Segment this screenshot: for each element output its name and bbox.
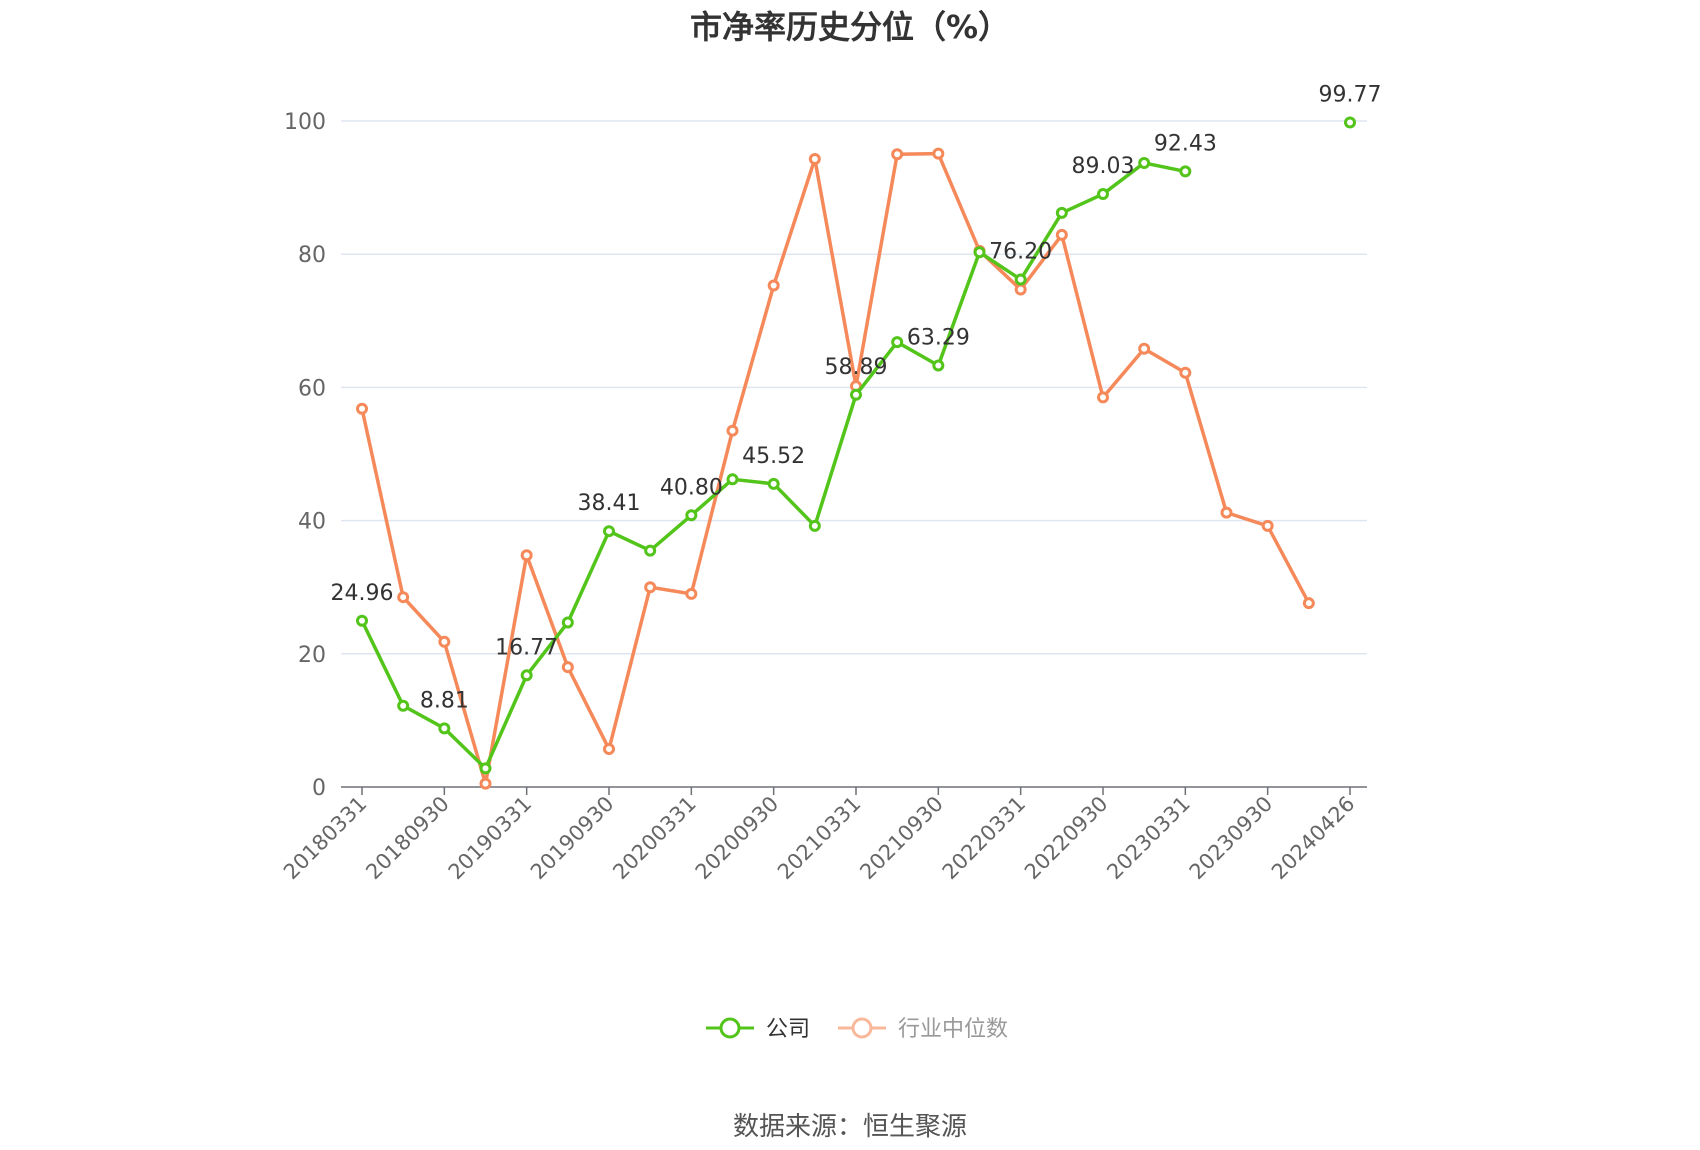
data-label: 89.03	[1072, 154, 1135, 179]
data-label: 16.77	[495, 635, 558, 660]
data-label: 99.77	[1319, 83, 1382, 108]
x-tick-label: 20230331	[1102, 792, 1195, 885]
data-point	[397, 699, 410, 712]
series-0	[356, 116, 1356, 775]
data-point	[438, 635, 451, 648]
x-tick-label: 20230930	[1185, 792, 1278, 885]
x-tick-label: 20210331	[773, 792, 866, 885]
y-tick-label: 100	[284, 110, 326, 135]
x-tick-label: 20200331	[608, 792, 701, 885]
legend-label: 公司	[766, 1017, 810, 1042]
data-point	[891, 336, 904, 349]
chart-title: 市净率历史分位（%）	[690, 8, 1010, 46]
data-point	[932, 359, 945, 372]
data-point	[479, 777, 492, 790]
data-point	[1344, 116, 1356, 129]
data-point	[561, 661, 574, 674]
x-tick-label: 20190930	[526, 792, 619, 885]
legend-item-0[interactable]: 公司	[706, 1017, 810, 1042]
x-tick-label: 20190331	[444, 792, 537, 885]
data-point	[1055, 206, 1068, 219]
data-point	[808, 152, 821, 165]
data-point	[767, 279, 780, 292]
data-point	[1014, 273, 1027, 286]
x-tick-label: 20220930	[1020, 792, 1113, 885]
data-point	[356, 614, 368, 627]
y-tick-label: 80	[298, 243, 326, 268]
data-label: 24.96	[331, 581, 394, 606]
data-source: 数据来源：恒生聚源	[733, 1112, 967, 1142]
data-point	[603, 743, 615, 756]
x-axis: 2018033120180930201903312019093020200331…	[279, 786, 1367, 885]
data-point	[726, 424, 739, 437]
data-point	[520, 549, 533, 562]
data-point	[1014, 283, 1027, 296]
y-tick-label: 40	[298, 510, 326, 535]
data-point	[973, 246, 986, 259]
data-point	[685, 509, 698, 522]
series-1	[356, 147, 1315, 790]
data-label: 92.43	[1154, 131, 1217, 156]
data-point	[850, 388, 862, 401]
data-point	[767, 477, 780, 490]
data-point	[808, 519, 821, 532]
data-label: 40.80	[660, 475, 723, 500]
data-point	[1055, 228, 1068, 241]
data-point	[397, 591, 410, 604]
y-tick-label: 60	[298, 376, 326, 401]
data-point	[644, 544, 657, 557]
y-tick-label: 0	[312, 776, 326, 801]
legend-marker	[851, 1017, 873, 1039]
data-point	[520, 669, 533, 682]
data-point	[1179, 366, 1192, 379]
data-label: 38.41	[578, 491, 641, 516]
data-label: 58.89	[825, 355, 888, 380]
data-point	[1138, 156, 1151, 169]
data-point	[1179, 165, 1192, 178]
data-point	[603, 525, 615, 538]
data-label: 76.20	[989, 240, 1052, 265]
data-point	[726, 473, 739, 486]
x-tick-label: 20220331	[938, 792, 1031, 885]
data-labels: 24.96 8.81 16.77 38.41 40.80 45.52 58.89 63.29 7…	[331, 83, 1382, 714]
data-point	[479, 762, 492, 775]
series-line	[360, 151, 1311, 786]
data-point	[644, 581, 657, 594]
data-point	[1097, 391, 1109, 404]
data-point	[1097, 188, 1109, 201]
data-point	[356, 402, 368, 415]
data-label: 45.52	[742, 444, 805, 469]
y-axis: 0 20 40 60 80 100	[284, 110, 326, 801]
data-point	[932, 147, 945, 160]
data-label: 63.29	[907, 325, 970, 350]
data-point	[561, 616, 574, 629]
data-point	[685, 587, 698, 600]
x-tick-label: 20180930	[361, 792, 454, 885]
x-tick-label: 20240426	[1267, 792, 1360, 885]
legend[interactable]: 公司 行业中位数	[706, 1017, 1008, 1042]
data-point	[438, 722, 451, 735]
x-tick-label: 20180331	[279, 792, 372, 885]
x-tick-label: 20210930	[855, 792, 948, 885]
data-point	[1220, 506, 1233, 519]
data-point	[1302, 597, 1315, 610]
data-point	[1138, 342, 1151, 355]
data-label: 8.81	[420, 688, 469, 713]
data-point	[1261, 519, 1274, 532]
legend-label: 行业中位数	[898, 1017, 1008, 1042]
x-tick-label: 20200930	[691, 792, 784, 885]
y-tick-label: 20	[298, 643, 326, 668]
series-layer	[356, 116, 1356, 790]
legend-marker	[719, 1017, 741, 1039]
data-point	[891, 148, 904, 161]
legend-item-1[interactable]: 行业中位数	[838, 1017, 1008, 1042]
